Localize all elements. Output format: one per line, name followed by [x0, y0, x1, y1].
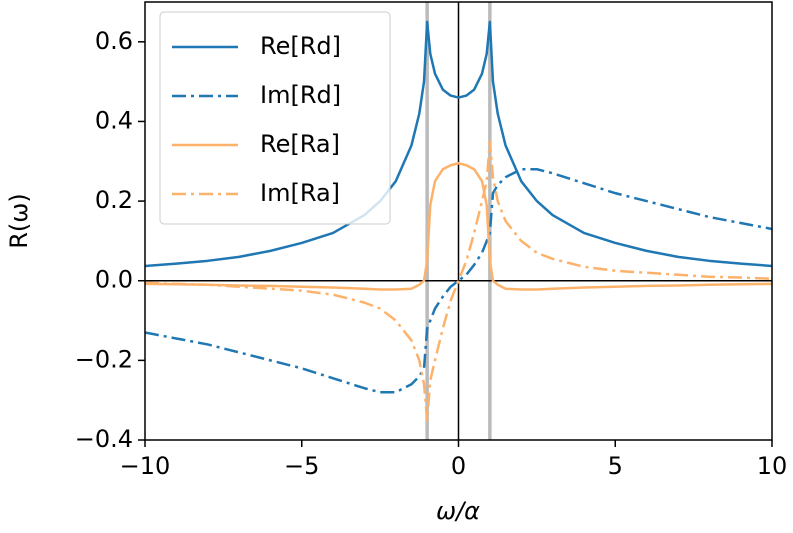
legend-label: Im[Ra]	[260, 179, 340, 207]
y-tick-label: −0.4	[75, 425, 133, 453]
legend-label: Im[Rd]	[260, 81, 341, 109]
y-tick-label: 0.2	[95, 186, 133, 214]
y-tick-label: 0.0	[95, 266, 133, 294]
x-tick-label: 0	[451, 452, 466, 480]
x-tick-label: 5	[608, 452, 623, 480]
x-tick-label: −10	[120, 452, 171, 480]
series-line	[145, 162, 772, 291]
y-tick-label: 0.6	[95, 27, 133, 55]
series-line	[145, 20, 772, 268]
legend-label: Re[Rd]	[260, 32, 341, 60]
legend-label: Re[Ra]	[260, 130, 340, 158]
plot-area	[145, 2, 772, 440]
plot-frame	[144, 1, 773, 441]
legend-box	[159, 11, 391, 225]
x-axis-label: ω/α	[436, 497, 480, 525]
legend: Re[Rd] Im[Rd] Re[Ra] Im[Ra]	[159, 11, 391, 225]
y-axis-label: R(ω)	[5, 193, 33, 249]
x-tick-label: −5	[284, 452, 319, 480]
y-tick-label: 0.4	[95, 106, 133, 134]
y-tick-label: −0.2	[75, 345, 133, 373]
series-line	[145, 167, 772, 394]
x-tick-label: 10	[757, 452, 788, 480]
